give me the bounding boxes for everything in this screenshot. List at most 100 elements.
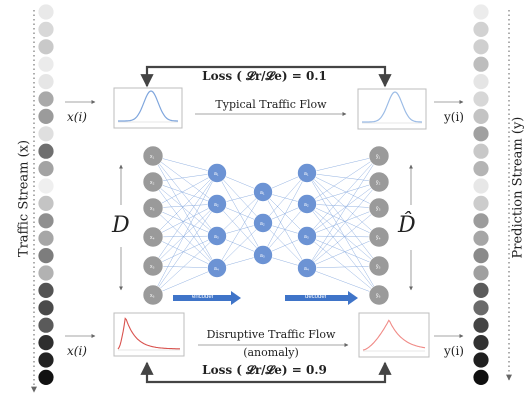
encoder-node-label: a₃ bbox=[214, 234, 219, 240]
traffic-stream-dot bbox=[38, 126, 54, 142]
prediction-stream-dot bbox=[473, 335, 489, 351]
network-nodes: x₁ x₂ x₃ x₄ x₅ x₆ a₁ a₂ a₃ a₄ a₁ a₂ a₃ a₁ a₂ a₃ a₄ ŷ₁ ŷ₂ ŷ₃… bbox=[142, 145, 390, 306]
input-node-label: x₁ bbox=[150, 154, 155, 160]
decoder-node bbox=[297, 163, 317, 183]
bottleneck-node bbox=[253, 182, 273, 202]
typical-flow-label: Typical Traffic Flow bbox=[215, 98, 327, 111]
traffic-stream-dot bbox=[38, 248, 54, 264]
output-node-label: ŷ₅ bbox=[376, 264, 381, 270]
prediction-stream-dot bbox=[473, 300, 489, 316]
encoder-node bbox=[207, 194, 227, 214]
disruptive-flow-label: Disruptive Traffic Flow bbox=[206, 328, 336, 341]
encoder-node bbox=[207, 258, 227, 278]
traffic-stream-dot bbox=[38, 21, 54, 37]
traffic-stream-dot bbox=[38, 178, 54, 194]
prediction-stream-dot bbox=[473, 21, 489, 37]
output-node bbox=[368, 171, 390, 193]
prediction-stream-dot bbox=[473, 282, 489, 298]
traffic-stream-circles bbox=[38, 4, 54, 385]
x-bottom-label: x(i) bbox=[67, 344, 87, 358]
prediction-stream-dot bbox=[473, 56, 489, 72]
typical-output-plot bbox=[357, 88, 427, 130]
traffic-stream-dot bbox=[38, 39, 54, 55]
traffic-stream-dot bbox=[38, 4, 54, 20]
input-node-label: x₂ bbox=[150, 180, 155, 186]
y-bottom-label: y(i) bbox=[444, 344, 464, 358]
traffic-stream-dot bbox=[38, 213, 54, 229]
input-node bbox=[142, 226, 164, 248]
traffic-stream-dot bbox=[38, 161, 54, 177]
decoder-node bbox=[297, 226, 317, 246]
loss-bottom-label: Loss ( 𝓛r/𝓛e) = 0.9 bbox=[202, 363, 327, 377]
prediction-stream-dot bbox=[473, 265, 489, 281]
prediction-stream-dot bbox=[473, 143, 489, 159]
prediction-stream-dot bbox=[473, 369, 489, 385]
prediction-stream-dot bbox=[473, 178, 489, 194]
input-node bbox=[142, 145, 164, 167]
disruptive-output-plot bbox=[358, 312, 430, 358]
loss-top-bracket bbox=[140, 65, 392, 88]
prediction-stream-dot bbox=[473, 91, 489, 107]
output-node-label: ŷ₆ bbox=[376, 293, 381, 299]
prediction-stream-dot bbox=[473, 317, 489, 333]
decoder-node-label: a₃ bbox=[304, 234, 309, 240]
input-node bbox=[142, 255, 164, 277]
prediction-stream-dot bbox=[473, 248, 489, 264]
encoder-node bbox=[207, 163, 227, 183]
bottleneck-node bbox=[253, 213, 273, 233]
input-node-label: x₃ bbox=[150, 206, 155, 212]
traffic-stream-dot bbox=[38, 230, 54, 246]
bottleneck-node-label: a₁ bbox=[260, 190, 265, 196]
traffic-stream-dot bbox=[38, 282, 54, 298]
prediction-stream-dot bbox=[473, 195, 489, 211]
prediction-stream-dot bbox=[473, 4, 489, 20]
encoder-node-label: a₁ bbox=[214, 171, 219, 177]
traffic-stream-dot bbox=[38, 369, 54, 385]
prediction-stream-dot bbox=[473, 161, 489, 177]
typical-input-plot bbox=[113, 87, 183, 129]
input-node bbox=[142, 171, 164, 193]
output-node-label: ŷ₃ bbox=[376, 206, 381, 212]
y-top-label: y(i) bbox=[444, 110, 464, 124]
traffic-stream-dot bbox=[38, 143, 54, 159]
bottleneck-node bbox=[253, 245, 273, 265]
output-node-label: ŷ₂ bbox=[376, 180, 381, 186]
traffic-stream-dot bbox=[38, 352, 54, 368]
decoder-node-label: a₁ bbox=[304, 171, 309, 177]
disruptive-input-plot bbox=[113, 312, 185, 357]
decoder-node bbox=[297, 258, 317, 278]
output-node bbox=[368, 284, 390, 306]
traffic-stream-dot bbox=[38, 195, 54, 211]
input-node bbox=[142, 284, 164, 306]
prediction-stream-dot bbox=[473, 108, 489, 124]
x-top-label: x(i) bbox=[67, 110, 87, 124]
traffic-stream-dot bbox=[38, 335, 54, 351]
input-node-label: x₆ bbox=[150, 293, 155, 299]
encoder-label: encoder bbox=[192, 294, 214, 300]
bottleneck-node-label: a₃ bbox=[260, 253, 265, 259]
decoder-node bbox=[297, 194, 317, 214]
prediction-stream-title: Prediction Stream (y) bbox=[510, 116, 526, 259]
output-node-label: ŷ₁ bbox=[376, 154, 381, 160]
decoder-arrow bbox=[285, 291, 358, 305]
decoder-node-label: a₄ bbox=[304, 266, 309, 272]
prediction-stream-dot bbox=[473, 230, 489, 246]
encoder-arrow bbox=[173, 291, 241, 305]
traffic-stream-dot bbox=[38, 91, 54, 107]
output-node bbox=[368, 145, 390, 167]
input-node-label: x₅ bbox=[150, 264, 155, 270]
input-node-label: x₄ bbox=[150, 235, 155, 241]
encoder-node-label: a₄ bbox=[214, 266, 219, 272]
bottleneck-node-label: a₂ bbox=[260, 221, 265, 227]
traffic-stream-dot bbox=[38, 300, 54, 316]
d-label: D bbox=[112, 213, 130, 238]
output-node bbox=[368, 255, 390, 277]
output-node-label: ŷ₄ bbox=[376, 235, 381, 241]
traffic-stream-title: Traffic Stream (x) bbox=[16, 139, 32, 258]
anomaly-label: (anomaly) bbox=[243, 346, 299, 359]
loss-bottom-bracket bbox=[140, 361, 392, 384]
d-hat-label: D̂ bbox=[398, 213, 416, 238]
encoder-node-label: a₂ bbox=[214, 202, 219, 208]
